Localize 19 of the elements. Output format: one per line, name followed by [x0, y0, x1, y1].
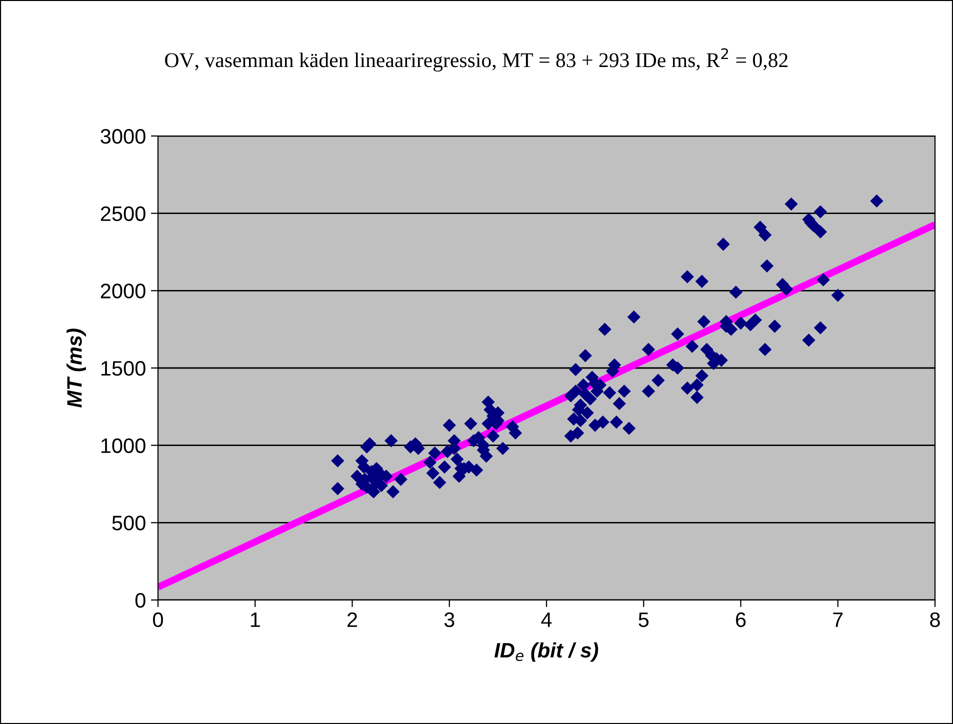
chart-title: OV, vasemman käden lineaariregressio, MT = 83 + 293 IDe ms, R$^{2}$ = 0,82: [165, 48, 788, 72]
x-tick-label: 4: [541, 612, 552, 627]
y-tick-label: 3000: [100, 129, 146, 144]
y-tick-label: 1000: [101, 438, 146, 454]
x-tick-label: 1: [250, 612, 260, 627]
x-axis-title: ID$_{e}$ (bit / s): [494, 642, 598, 662]
x-tick-label: 7: [833, 612, 843, 627]
y-axis-title: MT (ms): [66, 328, 86, 408]
y-tick-label: 500: [112, 516, 146, 530]
y-tick-label: 2500: [100, 206, 146, 222]
x-tick-label: 6: [736, 612, 746, 628]
y-tick-label: 0: [135, 593, 146, 608]
x-tick-label: 3: [444, 612, 454, 628]
x-tick-label: 2: [348, 612, 357, 627]
x-tick-label: 0: [153, 612, 163, 628]
x-tick-label: 5: [638, 612, 649, 628]
y-tick-label: 2000: [100, 284, 146, 298]
x-tick-label: 8: [930, 612, 940, 628]
y-tick-label: 1500: [101, 361, 146, 376]
